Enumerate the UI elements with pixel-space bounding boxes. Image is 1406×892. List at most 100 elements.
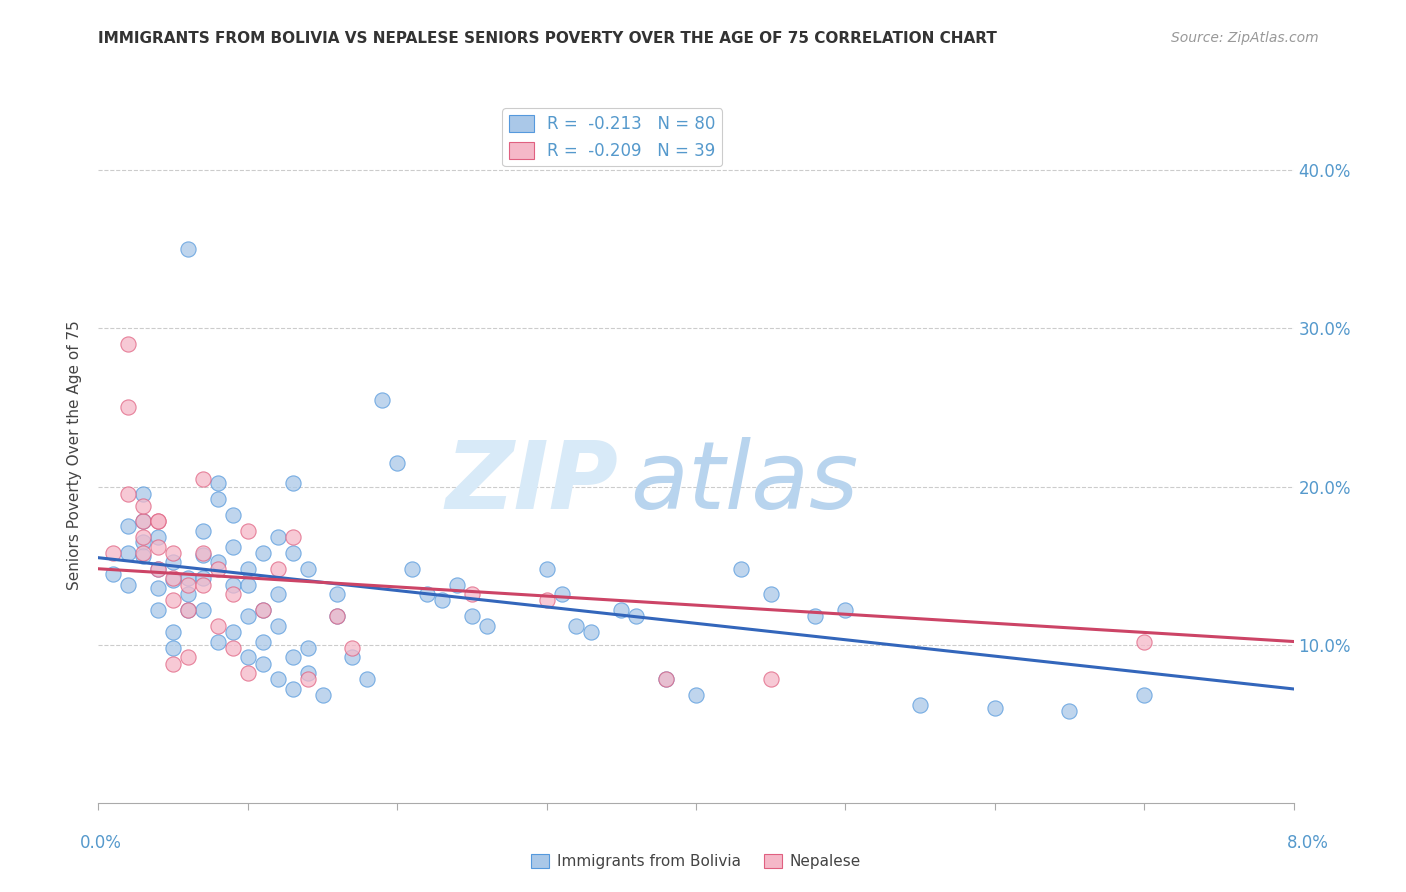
- Point: [311, 688, 333, 702]
- Point: [222, 587, 245, 601]
- Point: [103, 566, 125, 581]
- Point: [162, 657, 184, 671]
- Point: [177, 587, 200, 601]
- Point: [297, 640, 319, 655]
- Point: [132, 530, 155, 544]
- Point: [117, 577, 139, 591]
- Point: [461, 587, 484, 601]
- Point: [132, 546, 155, 560]
- Point: [117, 401, 139, 415]
- Point: [148, 562, 170, 576]
- Point: [207, 634, 229, 648]
- Text: Source: ZipAtlas.com: Source: ZipAtlas.com: [1171, 31, 1319, 45]
- Point: [1059, 704, 1081, 718]
- Point: [236, 577, 259, 591]
- Point: [207, 556, 229, 570]
- Point: [685, 688, 707, 702]
- Point: [281, 546, 304, 560]
- Point: [148, 581, 170, 595]
- Point: [177, 603, 200, 617]
- Point: [610, 603, 633, 617]
- Text: atlas: atlas: [630, 437, 859, 528]
- Point: [267, 530, 290, 544]
- Point: [162, 556, 184, 570]
- Point: [236, 562, 259, 576]
- Point: [385, 456, 409, 470]
- Point: [191, 524, 214, 538]
- Point: [191, 603, 214, 617]
- Point: [730, 562, 752, 576]
- Point: [132, 487, 155, 501]
- Point: [207, 618, 229, 632]
- Point: [177, 243, 200, 257]
- Point: [148, 562, 170, 576]
- Point: [401, 562, 423, 576]
- Point: [236, 609, 259, 624]
- Point: [908, 698, 931, 712]
- Point: [117, 337, 139, 351]
- Point: [1133, 688, 1156, 702]
- Point: [267, 673, 290, 687]
- Point: [191, 472, 214, 486]
- Point: [148, 514, 170, 528]
- Point: [207, 562, 229, 576]
- Y-axis label: Seniors Poverty Over the Age of 75: Seniors Poverty Over the Age of 75: [67, 320, 83, 590]
- Point: [252, 603, 274, 617]
- Point: [371, 392, 394, 407]
- Point: [536, 593, 558, 607]
- Point: [222, 640, 245, 655]
- Point: [191, 571, 214, 585]
- Text: IMMIGRANTS FROM BOLIVIA VS NEPALESE SENIORS POVERTY OVER THE AGE OF 75 CORRELATI: IMMIGRANTS FROM BOLIVIA VS NEPALESE SENI…: [98, 31, 997, 46]
- Point: [177, 571, 200, 585]
- Point: [281, 681, 304, 696]
- Legend: Immigrants from Bolivia, Nepalese: Immigrants from Bolivia, Nepalese: [524, 848, 868, 875]
- Point: [117, 487, 139, 501]
- Point: [103, 546, 125, 560]
- Point: [252, 603, 274, 617]
- Point: [162, 573, 184, 587]
- Point: [342, 650, 364, 665]
- Point: [252, 634, 274, 648]
- Point: [132, 514, 155, 528]
- Point: [267, 562, 290, 576]
- Point: [297, 673, 319, 687]
- Point: [132, 549, 155, 563]
- Point: [236, 524, 259, 538]
- Point: [326, 609, 349, 624]
- Point: [236, 650, 259, 665]
- Point: [326, 587, 349, 601]
- Point: [177, 577, 200, 591]
- Text: 0.0%: 0.0%: [80, 834, 122, 852]
- Point: [1133, 634, 1156, 648]
- Point: [148, 530, 170, 544]
- Point: [191, 577, 214, 591]
- Point: [236, 666, 259, 681]
- Point: [536, 562, 558, 576]
- Point: [132, 499, 155, 513]
- Point: [326, 609, 349, 624]
- Point: [222, 508, 245, 522]
- Point: [430, 593, 453, 607]
- Point: [207, 476, 229, 491]
- Point: [281, 530, 304, 544]
- Point: [207, 492, 229, 507]
- Point: [162, 546, 184, 560]
- Text: 8.0%: 8.0%: [1286, 834, 1329, 852]
- Point: [356, 673, 378, 687]
- Point: [132, 534, 155, 549]
- Point: [148, 540, 170, 554]
- Point: [162, 593, 184, 607]
- Point: [342, 640, 364, 655]
- Point: [759, 587, 782, 601]
- Point: [655, 673, 678, 687]
- Point: [148, 603, 170, 617]
- Point: [461, 609, 484, 624]
- Point: [252, 546, 274, 560]
- Point: [132, 514, 155, 528]
- Point: [297, 562, 319, 576]
- Point: [581, 625, 603, 640]
- Point: [281, 476, 304, 491]
- Point: [416, 587, 439, 601]
- Point: [191, 546, 214, 560]
- Point: [550, 587, 572, 601]
